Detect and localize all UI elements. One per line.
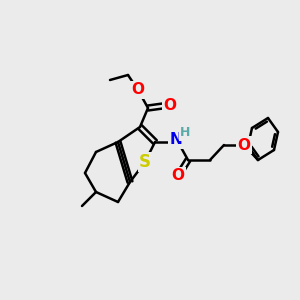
Text: N: N [169,133,182,148]
Text: O: O [131,82,145,98]
Text: O: O [164,98,176,112]
Text: O: O [172,169,184,184]
Text: H: H [180,127,190,140]
Text: S: S [139,153,151,171]
Text: O: O [238,137,250,152]
